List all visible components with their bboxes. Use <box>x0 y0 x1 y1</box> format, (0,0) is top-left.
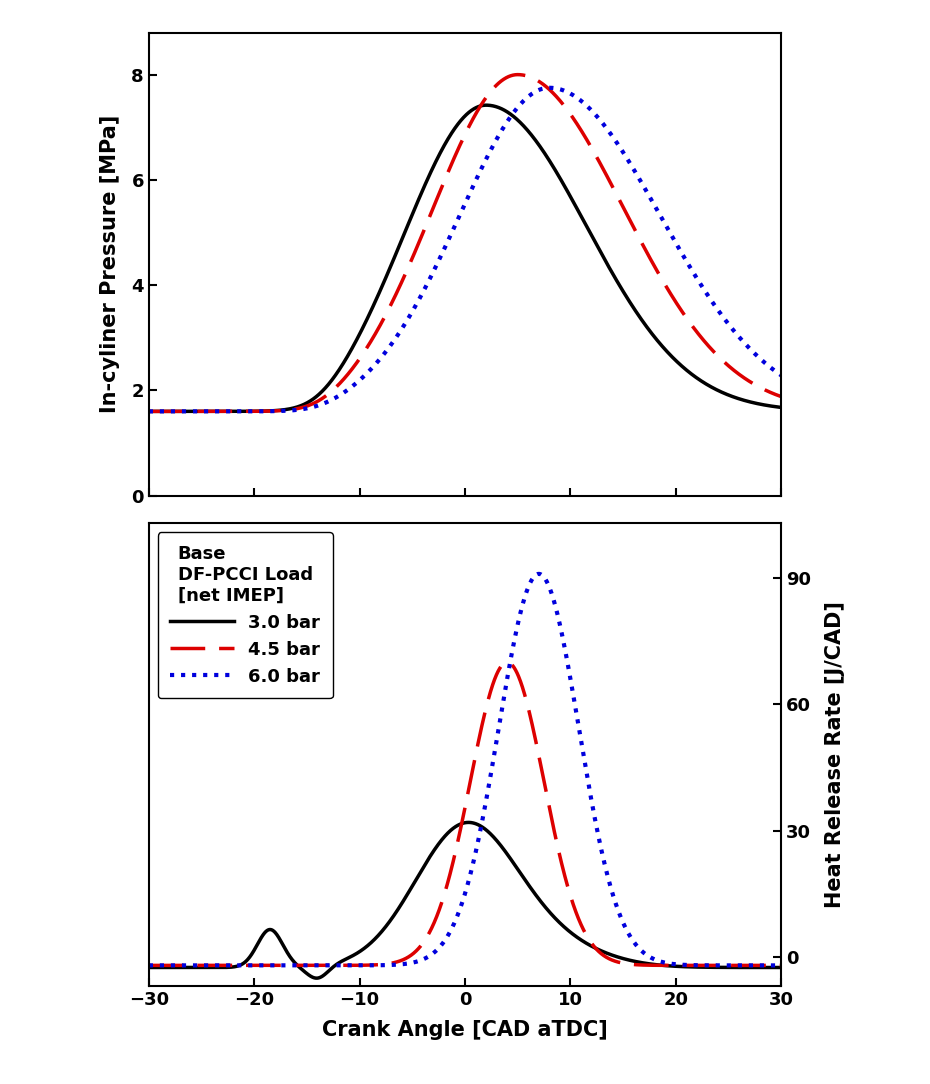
Y-axis label: Heat Release Rate [J/CAD]: Heat Release Rate [J/CAD] <box>825 602 845 908</box>
Legend: 3.0 bar, 4.5 bar, 6.0 bar: 3.0 bar, 4.5 bar, 6.0 bar <box>158 532 333 698</box>
X-axis label: Crank Angle [CAD aTDC]: Crank Angle [CAD aTDC] <box>322 1020 608 1041</box>
Y-axis label: In-cyliner Pressure [MPa]: In-cyliner Pressure [MPa] <box>100 115 120 413</box>
